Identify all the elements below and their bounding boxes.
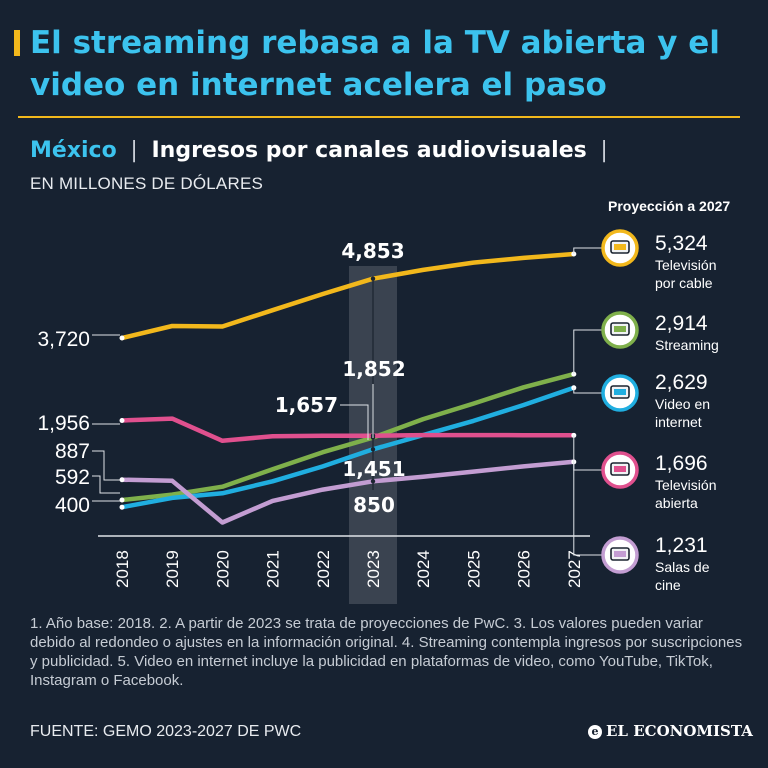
mid-value-label: 1,451 bbox=[342, 457, 405, 481]
end-series-name: internet bbox=[655, 414, 702, 430]
title-accent-bar bbox=[14, 30, 20, 56]
title-divider bbox=[18, 116, 740, 118]
subtitle-topic: Ingresos por canales audiovisuales bbox=[151, 138, 587, 163]
end-series-name: por cable bbox=[655, 275, 713, 291]
footnotes: 1. Año base: 2018. 2. A partir de 2023 s… bbox=[30, 615, 743, 689]
end-series-name: Televisión bbox=[655, 257, 716, 273]
cinema-icon-glyph bbox=[614, 551, 626, 557]
end-series-name: Salas de bbox=[655, 559, 710, 575]
subtitle-country: México bbox=[30, 138, 117, 163]
cable-tv-icon-glyph bbox=[614, 244, 626, 250]
end-connector-line bbox=[573, 329, 602, 375]
highlight-point bbox=[370, 276, 376, 281]
end-series-name: cine bbox=[655, 577, 681, 593]
end-value-label: 1,231 bbox=[655, 534, 708, 557]
end-value-label: 5,324 bbox=[655, 232, 708, 255]
start-value-label: 400 bbox=[55, 494, 90, 517]
label-connector-line bbox=[340, 404, 369, 440]
series-start-point bbox=[119, 418, 125, 424]
series-start-point bbox=[119, 477, 125, 483]
series-start-point bbox=[119, 497, 125, 503]
highlight-point bbox=[370, 447, 376, 452]
publisher-logo: e EL ECONOMISTA bbox=[588, 722, 753, 740]
end-series-name: Video en bbox=[655, 396, 710, 412]
x-tick-label: 2024 bbox=[414, 550, 433, 588]
mid-value-label: 1,852 bbox=[342, 357, 405, 381]
start-value-label: 887 bbox=[55, 440, 90, 463]
x-tick-label: 2026 bbox=[515, 550, 534, 588]
end-value-label: 1,696 bbox=[655, 452, 708, 475]
start-value-label: 3,720 bbox=[37, 328, 90, 351]
x-tick-label: 2025 bbox=[464, 550, 483, 588]
series-line bbox=[119, 385, 577, 510]
label-connector-line bbox=[92, 475, 120, 494]
end-connector-line bbox=[573, 461, 602, 556]
start-value-label: 1,956 bbox=[37, 412, 90, 435]
chart-title: El streaming rebasa a la TV abierta y el… bbox=[30, 25, 720, 103]
source-label: FUENTE: GEMO 2023-2027 DE PWC bbox=[30, 723, 302, 740]
end-value-label: 2,629 bbox=[655, 371, 708, 394]
series-start-point bbox=[119, 335, 125, 341]
mid-value-label: 1,657 bbox=[275, 393, 338, 417]
subtitle-separator: | bbox=[130, 138, 138, 163]
x-tick-label: 2027 bbox=[565, 550, 584, 588]
logo-mark-icon: e bbox=[588, 725, 602, 739]
x-tick-label: 2023 bbox=[364, 550, 383, 588]
unit-label: EN MILLONES DE DÓLARES bbox=[30, 174, 264, 193]
streaming-icon-glyph bbox=[614, 326, 626, 332]
end-value-label: 2,914 bbox=[655, 312, 708, 335]
x-tick-label: 2022 bbox=[314, 550, 333, 588]
x-tick-label: 2020 bbox=[213, 550, 232, 588]
video-internet-icon-glyph bbox=[614, 389, 626, 395]
end-series-name: Streaming bbox=[655, 337, 719, 353]
end-series-name: Televisión bbox=[655, 477, 716, 493]
end-connector-line bbox=[573, 247, 602, 254]
series-line bbox=[119, 251, 577, 341]
chart-subtitle: México | Ingresos por canales audiovisua… bbox=[30, 138, 614, 163]
x-tick-label: 2018 bbox=[113, 550, 132, 588]
subtitle-end-separator: | bbox=[600, 138, 608, 163]
projection-label: Proyección a 2027 bbox=[608, 198, 731, 214]
label-connector-line bbox=[92, 450, 120, 481]
series-start-point bbox=[119, 504, 125, 510]
broadcast-tv-icon-glyph bbox=[614, 466, 626, 472]
series-line bbox=[119, 371, 577, 503]
series-line bbox=[119, 459, 577, 525]
x-tick-label: 2021 bbox=[264, 550, 283, 588]
highlight-point bbox=[370, 479, 376, 484]
start-value-label: 592 bbox=[55, 466, 90, 489]
end-series-name: abierta bbox=[655, 495, 698, 511]
end-connector-line bbox=[573, 387, 602, 394]
mid-value-label: 850 bbox=[353, 493, 395, 517]
end-connector-line bbox=[573, 435, 602, 471]
series-line bbox=[119, 416, 577, 444]
mid-value-label: 4,853 bbox=[341, 239, 404, 263]
logo-text: EL ECONOMISTA bbox=[606, 722, 753, 740]
x-tick-label: 2019 bbox=[163, 550, 182, 588]
